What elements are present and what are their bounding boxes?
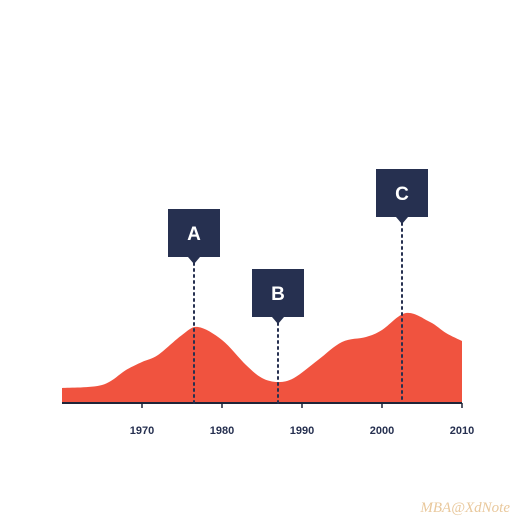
x-tick-label: 2000 [370,425,394,437]
annotation-label: C [395,184,409,205]
annotation-label: B [271,284,285,305]
x-tick-label: 1980 [210,425,234,437]
x-tick-label: 2010 [450,425,474,437]
annotation-box [376,169,428,224]
watermark: MBA@XdNote [419,500,510,516]
annotation-box [168,209,220,264]
x-tick-label: 1970 [130,425,154,437]
annotation-label: A [187,224,201,245]
area [62,312,462,403]
annotation-box [252,269,304,324]
x-tick-label: 1990 [290,425,314,437]
